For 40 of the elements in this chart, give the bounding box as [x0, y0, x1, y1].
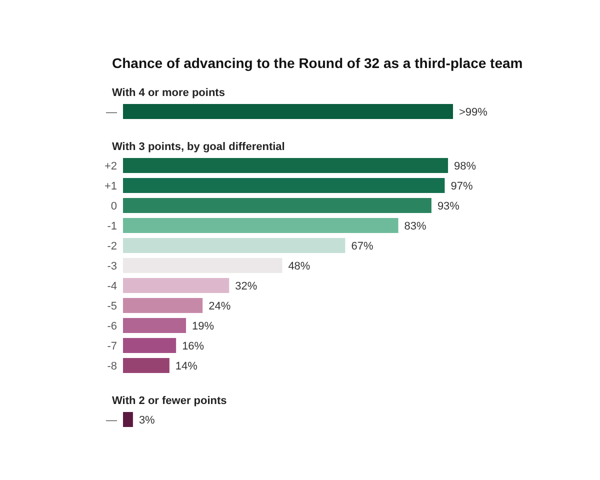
text: With 4 or more points [112, 87, 225, 99]
y-tick-label: +2 [104, 160, 117, 172]
bar [123, 358, 170, 373]
bar [123, 198, 432, 213]
y-tick-label: — [106, 106, 117, 118]
data-label: 19% [192, 320, 214, 332]
bar [123, 218, 398, 233]
bar [123, 298, 203, 313]
data-label: 67% [351, 240, 374, 252]
y-tick-label: -8 [107, 360, 117, 372]
y-tick-label: — [106, 414, 117, 426]
y-tick-label: -6 [107, 320, 117, 332]
y-tick-label: -3 [107, 260, 117, 272]
y-tick-label: -1 [107, 220, 117, 232]
data-label: 93% [437, 200, 460, 212]
data-label: >99% [459, 106, 488, 118]
y-tick-label: -7 [107, 340, 117, 352]
data-label: 32% [235, 280, 258, 292]
y-tick-label: -4 [107, 280, 117, 292]
data-label: 3% [138, 414, 156, 426]
y-tick-label: -5 [107, 300, 117, 312]
chart-title: With 3 points, by goal differential [112, 141, 285, 153]
bar [123, 158, 448, 173]
data-label: 98% [454, 160, 476, 172]
y-tick-label: +1 [104, 180, 117, 192]
data-label: 24% [208, 300, 231, 312]
bar [123, 338, 176, 353]
bar [123, 278, 230, 293]
chart-title: Chance of advancing to the Round of 32 as a third-place team [112, 55, 523, 71]
text: With 2 or fewer points [112, 395, 227, 407]
data-label: 83% [404, 220, 427, 232]
y-tick-label: 0 [110, 200, 117, 212]
data-label: 16% [182, 340, 204, 352]
data-label: 97% [450, 180, 473, 192]
data-label: 14% [175, 360, 198, 372]
bar [123, 318, 186, 333]
data-label: 48% [288, 260, 310, 272]
y-tick-label: -2 [107, 240, 117, 252]
bar [123, 178, 445, 193]
bar [123, 238, 346, 253]
